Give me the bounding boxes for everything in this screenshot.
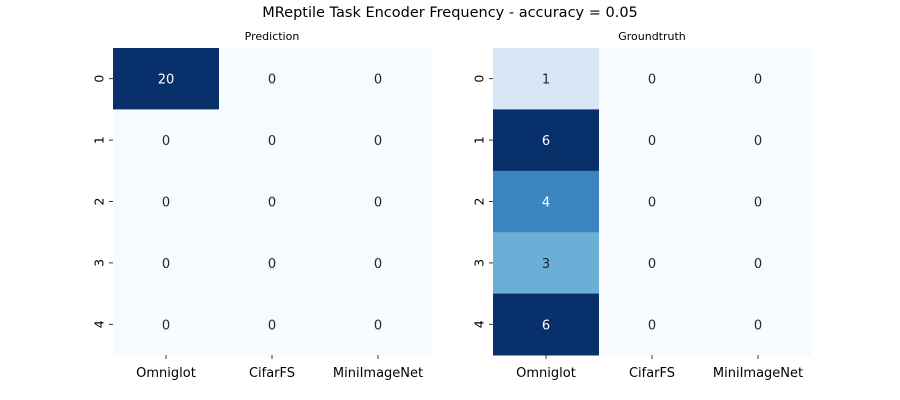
cell-value-label: 0 xyxy=(162,196,170,211)
heatmap-cell xyxy=(599,293,706,356)
y-tick-label: 2 xyxy=(91,198,106,206)
panel-title: Prediction xyxy=(245,30,300,43)
cell-value-label: 0 xyxy=(374,196,382,211)
cell-value-label: 3 xyxy=(542,257,550,272)
cell-value-label: 6 xyxy=(542,134,550,149)
heatmap-cell xyxy=(113,293,220,356)
heatmap-cell xyxy=(219,48,326,110)
heatmap-cell xyxy=(113,232,220,295)
y-tick-label: 4 xyxy=(471,320,486,328)
cell-value-label: 0 xyxy=(754,134,762,149)
cell-value-label: 20 xyxy=(158,73,175,88)
y-tick-label: 1 xyxy=(471,136,486,144)
y-tick-label: 4 xyxy=(91,320,106,328)
heatmap-cell xyxy=(493,170,600,233)
cell-value-label: 0 xyxy=(754,73,762,88)
heatmap-cell xyxy=(325,109,432,172)
cell-value-label: 0 xyxy=(162,134,170,149)
cell-value-label: 0 xyxy=(268,73,276,88)
cell-value-label: 0 xyxy=(754,196,762,211)
cell-value-label: 0 xyxy=(754,318,762,333)
heatmap-cell xyxy=(325,170,432,233)
heatmap-cell xyxy=(219,170,326,233)
heatmap-cell xyxy=(705,48,812,110)
heatmap-cell xyxy=(705,109,812,172)
cell-value-label: 1 xyxy=(542,73,550,88)
heatmap-cell xyxy=(493,232,600,295)
x-tick-label: Omniglot xyxy=(516,366,576,381)
x-tick-label: MiniImageNet xyxy=(713,366,803,381)
heatmap-cell xyxy=(599,109,706,172)
heatmap-cell xyxy=(493,48,600,110)
heatmap-cell xyxy=(705,170,812,233)
y-tick-label: 2 xyxy=(471,198,486,206)
heatmap-cell xyxy=(325,232,432,295)
cell-value-label: 4 xyxy=(542,196,550,211)
cell-value-label: 0 xyxy=(268,134,276,149)
cell-value-label: 0 xyxy=(648,73,656,88)
heatmap-cell xyxy=(113,109,220,172)
cell-value-label: 0 xyxy=(648,134,656,149)
cell-value-label: 0 xyxy=(162,318,170,333)
heatmap-cell xyxy=(705,293,812,356)
heatmap-cell xyxy=(219,109,326,172)
heatmap-cell xyxy=(113,48,220,110)
cell-value-label: 0 xyxy=(268,257,276,272)
heatmap-panel-1: Prediction 20 0 0 0 0 0 0 0 0 0 0 0 0 0 0 0 1 2 3 4 Omniglot C… xyxy=(91,30,432,381)
x-tick-label: CifarFS xyxy=(629,366,675,381)
x-tick-label: MiniImageNet xyxy=(333,366,423,381)
heatmap-cell xyxy=(113,170,220,233)
cell-value-label: 0 xyxy=(374,257,382,272)
y-tick-label: 0 xyxy=(91,75,106,83)
heatmap-cell xyxy=(493,293,600,356)
heatmap-cell xyxy=(599,170,706,233)
x-tick-label: CifarFS xyxy=(249,366,295,381)
cell-value-label: 0 xyxy=(268,318,276,333)
heatmap-cell xyxy=(325,293,432,356)
cell-value-label: 0 xyxy=(648,257,656,272)
cell-value-label: 0 xyxy=(648,196,656,211)
panel-title: Groundtruth xyxy=(618,30,686,43)
y-tick-label: 3 xyxy=(91,259,106,267)
heatmap-cell xyxy=(705,232,812,295)
x-tick-label: Omniglot xyxy=(136,366,196,381)
cell-value-label: 0 xyxy=(374,73,382,88)
figure-title: MReptile Task Encoder Frequency - accura… xyxy=(262,5,638,21)
heatmap-panel-2: Groundtruth 1 0 0 6 0 0 4 0 0 3 0 0 6 0 0 0 1 2 3 4 Omniglot C… xyxy=(471,30,812,381)
heatmap-cell xyxy=(219,293,326,356)
heatmap-cell xyxy=(325,48,432,110)
y-tick-label: 3 xyxy=(471,259,486,267)
heatmap-cell xyxy=(599,232,706,295)
cell-value-label: 0 xyxy=(648,318,656,333)
cell-value-label: 0 xyxy=(162,257,170,272)
cell-value-label: 0 xyxy=(374,318,382,333)
cell-value-label: 0 xyxy=(268,196,276,211)
heatmap-cell xyxy=(219,232,326,295)
y-tick-label: 1 xyxy=(91,136,106,144)
cell-value-label: 0 xyxy=(754,257,762,272)
cell-value-label: 6 xyxy=(542,318,550,333)
y-tick-label: 0 xyxy=(471,75,486,83)
cell-value-label: 0 xyxy=(374,134,382,149)
heatmap-cell xyxy=(493,109,600,172)
heatmap-cell xyxy=(599,48,706,110)
